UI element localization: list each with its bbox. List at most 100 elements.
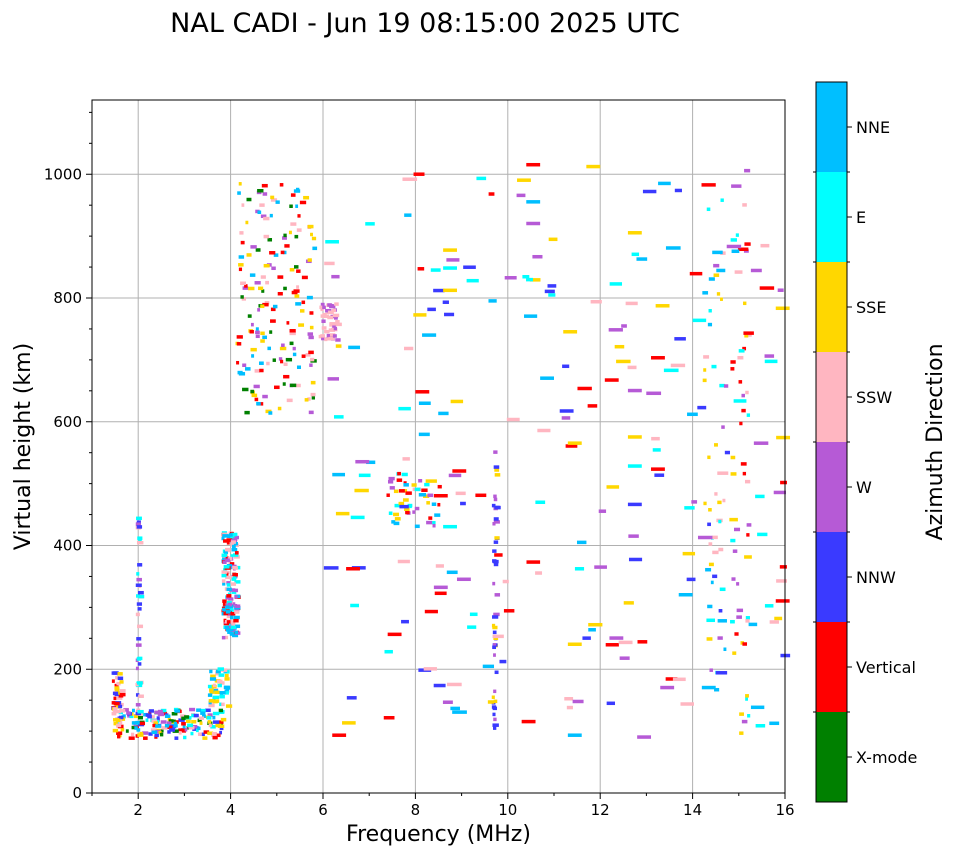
data-point [289,267,295,272]
data-point [327,377,339,381]
data-point [170,721,177,726]
data-point [263,234,270,239]
data-point [438,411,449,416]
data-point [266,361,270,366]
data-point [737,355,744,360]
data-point [212,711,220,716]
data-point [196,708,202,712]
data-point [241,297,247,301]
data-point [228,533,233,537]
data-point [218,673,225,677]
data-point [692,318,707,323]
data-point [226,604,234,609]
data-point [187,723,194,728]
data-point [393,521,400,526]
data-point [249,273,256,277]
data-point [150,728,157,732]
data-point [283,374,290,379]
data-point [221,635,226,640]
data-point [198,716,205,720]
data-point [433,494,448,498]
data-point [750,705,765,710]
data-point [292,352,297,357]
data-point [731,577,736,581]
data-point [261,183,268,188]
data-point [526,221,541,226]
data-point [582,636,591,640]
data-point [665,677,678,681]
plot-frame [91,99,786,794]
data-point [721,425,725,429]
data-point [221,573,227,578]
data-point [114,709,121,714]
data-point [522,274,530,279]
data-point [492,712,496,717]
data-point [221,570,228,574]
data-point [168,719,174,723]
data-point [526,277,533,282]
data-point [267,238,273,242]
data-point [113,721,118,726]
data-point [753,441,769,445]
data-point [114,705,122,709]
data-point [335,320,340,324]
data-point [714,492,718,496]
y-tick-label: 600 [53,413,82,431]
data-point [289,331,296,336]
data-point [137,536,143,540]
data-point [219,691,226,695]
data-point [250,322,254,327]
data-point [759,286,775,290]
data-point [159,732,164,737]
data-point [283,362,288,366]
data-point [209,669,213,674]
data-point [260,339,265,343]
data-point [399,504,409,509]
data-point [307,258,312,262]
data-point [327,303,332,307]
data-point [125,729,129,733]
data-point [231,544,236,549]
data-point [136,681,143,685]
data-point [257,210,262,215]
colorbar-label: Azimuth Direction [923,343,948,540]
data-point [386,493,390,497]
data-point [282,250,287,255]
data-point [463,265,476,269]
data-point [139,721,146,726]
data-point [397,471,401,476]
data-point [200,711,206,715]
data-point [383,716,395,720]
data-point [504,276,517,280]
data-point [304,398,309,402]
data-point [135,693,140,697]
data-point [492,634,504,639]
data-point [239,231,244,235]
data-point [289,204,293,209]
data-point [292,346,296,351]
data-point [736,582,740,586]
data-point [540,376,554,380]
data-point [303,195,310,200]
data-point [411,483,417,487]
data-point [651,436,660,441]
data-point [207,713,213,717]
data-point [779,565,787,569]
data-point [137,563,143,567]
data-point [269,330,273,334]
data-point [131,721,136,725]
data-point [254,281,261,285]
data-point [394,517,401,521]
data-point [563,330,578,334]
data-point [148,711,152,715]
data-point [697,535,713,540]
data-point [240,281,247,286]
data-point [334,316,338,320]
data-point [707,522,711,527]
data-point [147,714,152,719]
data-point [310,357,315,362]
data-point [452,469,467,473]
data-point [427,307,436,312]
data-point [233,618,239,623]
